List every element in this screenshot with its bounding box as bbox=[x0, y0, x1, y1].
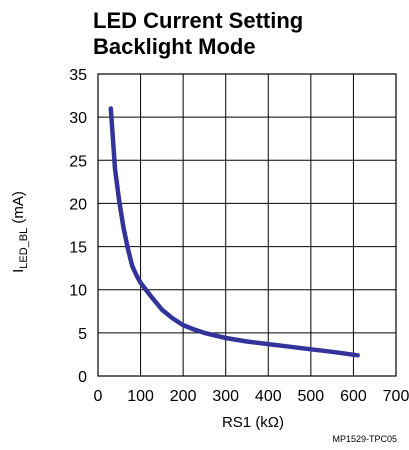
x-tick-label: 600 bbox=[340, 388, 367, 405]
y-tick-label: 25 bbox=[69, 153, 87, 170]
y-tick-label: 10 bbox=[69, 283, 87, 300]
x-tick-label: 400 bbox=[255, 388, 282, 405]
chart-title-line-1: LED Current Setting bbox=[93, 8, 304, 33]
y-tick-label: 0 bbox=[78, 369, 87, 386]
y-tick-label: 20 bbox=[69, 196, 87, 213]
y-tick-label: 30 bbox=[69, 110, 87, 127]
x-axis-title: RS1 (kΩ) bbox=[221, 414, 285, 431]
x-tick-label: 700 bbox=[383, 388, 409, 405]
x-tick-label: 500 bbox=[298, 388, 325, 405]
y-tick-label: 35 bbox=[69, 67, 87, 84]
x-tick-label: 0 bbox=[94, 388, 103, 405]
x-tick-label: 100 bbox=[127, 388, 154, 405]
series-line-led-current bbox=[108, 106, 360, 358]
plot-area-border bbox=[97, 73, 397, 377]
y-axis-title-unit: (mA) bbox=[10, 191, 27, 228]
x-tick-label: 300 bbox=[212, 388, 239, 405]
y-tick-label: 5 bbox=[78, 326, 87, 343]
y-tick-label: 15 bbox=[69, 240, 87, 257]
y-axis-title-main: I bbox=[10, 268, 27, 273]
y-axis-title-subscript: LED_BL bbox=[18, 227, 30, 269]
chart-title: LED Current Setting Backlight Mode bbox=[93, 8, 303, 60]
figure-code: MP1529-TPC05 bbox=[332, 434, 397, 444]
y-axis-title: ILED_BL (mA) bbox=[10, 191, 30, 273]
x-tick-label: 200 bbox=[170, 388, 197, 405]
chart-title-line-2: Backlight Mode bbox=[93, 34, 256, 59]
